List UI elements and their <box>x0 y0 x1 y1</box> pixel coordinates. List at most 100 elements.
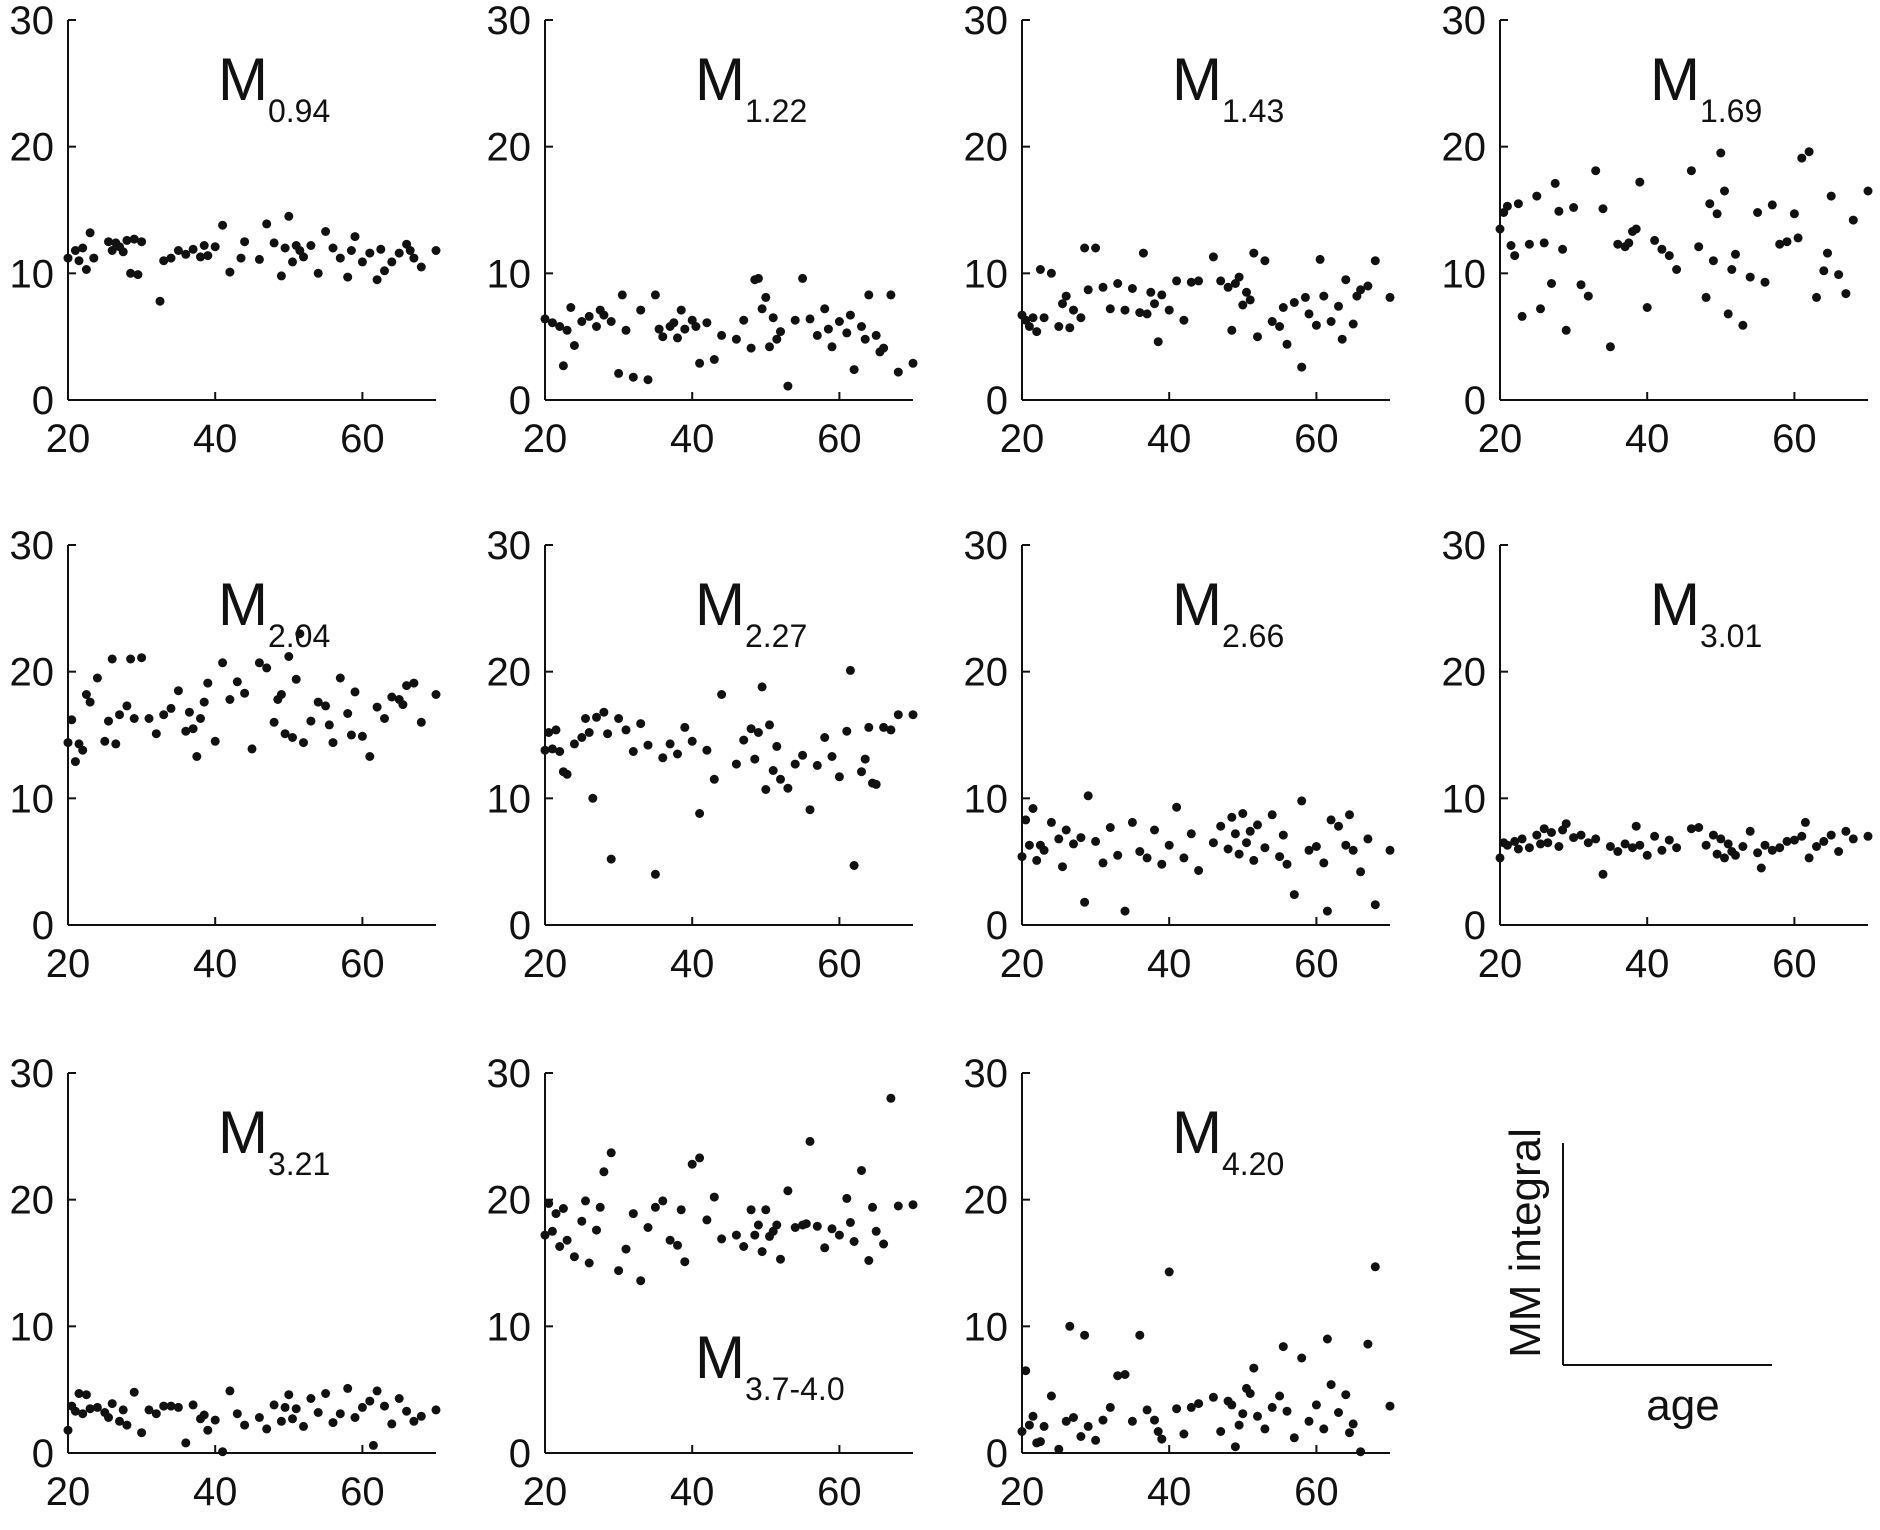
data-point <box>1356 285 1366 295</box>
data-point <box>1315 254 1325 264</box>
data-point <box>1039 1421 1049 1431</box>
data-point <box>247 744 257 754</box>
y-tick-label: 20 <box>964 126 1009 170</box>
data-point <box>1216 821 1226 831</box>
data-point <box>1694 823 1704 832</box>
data-point <box>1341 840 1351 850</box>
x-tick-label: 20 <box>46 1470 91 1514</box>
data-point <box>643 740 653 750</box>
data-point <box>1061 825 1071 835</box>
data-point <box>658 1196 668 1206</box>
data-point <box>581 714 590 723</box>
data-point <box>1720 853 1729 863</box>
data-point <box>159 256 169 266</box>
data-point <box>159 1401 169 1411</box>
data-point <box>100 736 110 746</box>
data-point <box>372 702 382 712</box>
data-point <box>753 1220 763 1230</box>
data-point <box>857 1166 866 1175</box>
data-point <box>1164 1267 1174 1277</box>
data-point <box>1326 815 1336 825</box>
data-point <box>1105 823 1115 832</box>
data-point <box>1138 248 1148 258</box>
data-point <box>1635 840 1645 850</box>
data-point <box>1356 1447 1366 1457</box>
data-point <box>1227 1400 1237 1410</box>
data-point <box>680 324 690 334</box>
data-point <box>1341 275 1351 285</box>
data-point <box>857 322 866 331</box>
data-point <box>1672 843 1682 853</box>
data-point <box>599 1167 609 1177</box>
data-point <box>1227 325 1237 335</box>
y-tick-label: 10 <box>10 777 55 821</box>
data-point <box>1098 858 1108 868</box>
data-point <box>1297 362 1307 372</box>
data-point <box>1179 853 1189 863</box>
data-point <box>1065 1321 1075 1331</box>
data-point <box>188 244 198 254</box>
data-point <box>673 749 682 759</box>
data-point <box>820 1243 830 1253</box>
panel-title-subscript: 3.21 <box>268 1146 330 1182</box>
data-point <box>306 1394 316 1403</box>
data-point <box>166 1401 176 1411</box>
data-point <box>321 701 331 711</box>
x-tick-label: 20 <box>46 417 91 461</box>
data-point <box>232 677 242 687</box>
data-point <box>753 273 763 283</box>
x-tick-label: 20 <box>523 1470 568 1514</box>
panel-title: M2.66 <box>1172 571 1284 654</box>
data-point <box>765 342 774 352</box>
data-point <box>1021 815 1031 825</box>
data-point <box>1756 863 1766 873</box>
data-point <box>203 251 213 261</box>
data-point <box>232 1409 242 1419</box>
data-point <box>431 246 441 255</box>
data-point <box>849 1237 859 1246</box>
data-point <box>1841 826 1851 836</box>
data-point <box>324 720 334 730</box>
data-point <box>864 290 874 300</box>
data-point <box>262 663 272 673</box>
data-point <box>584 728 594 737</box>
y-tick-label: 10 <box>487 777 532 821</box>
data-point <box>750 1230 760 1240</box>
data-point <box>306 241 316 250</box>
x-tick-label: 20 <box>523 942 568 986</box>
data-point <box>1230 829 1240 839</box>
data-point <box>1767 845 1777 855</box>
y-tick-label: 30 <box>487 0 532 43</box>
data-point <box>695 358 705 368</box>
data-point <box>1720 186 1729 196</box>
data-point <box>1322 1334 1332 1344</box>
data-point <box>1569 833 1579 843</box>
data-point <box>702 745 712 755</box>
x-tick-label: 60 <box>1294 417 1339 461</box>
data-point <box>1297 1353 1307 1363</box>
data-point <box>864 722 874 732</box>
panel-title-subscript: 3.01 <box>1700 618 1762 654</box>
data-point <box>115 1416 124 1426</box>
data-point <box>893 710 903 720</box>
data-point <box>104 716 113 726</box>
data-point <box>886 1093 896 1103</box>
data-point <box>1021 1366 1031 1376</box>
data-point <box>376 244 386 254</box>
data-point <box>1058 862 1067 872</box>
data-point <box>739 735 749 745</box>
data-point <box>1024 322 1034 331</box>
y-tick-label: 0 <box>32 904 54 948</box>
data-point <box>1275 852 1285 862</box>
data-point <box>1650 831 1660 841</box>
data-point <box>606 854 616 864</box>
data-point <box>650 1202 660 1212</box>
data-point <box>1624 238 1634 248</box>
data-point <box>394 1394 404 1403</box>
data-point <box>1510 836 1520 846</box>
data-point <box>871 779 881 789</box>
data-point <box>1631 821 1641 831</box>
data-point <box>1135 308 1145 318</box>
data-point <box>1080 243 1090 253</box>
data-point <box>1223 844 1233 854</box>
